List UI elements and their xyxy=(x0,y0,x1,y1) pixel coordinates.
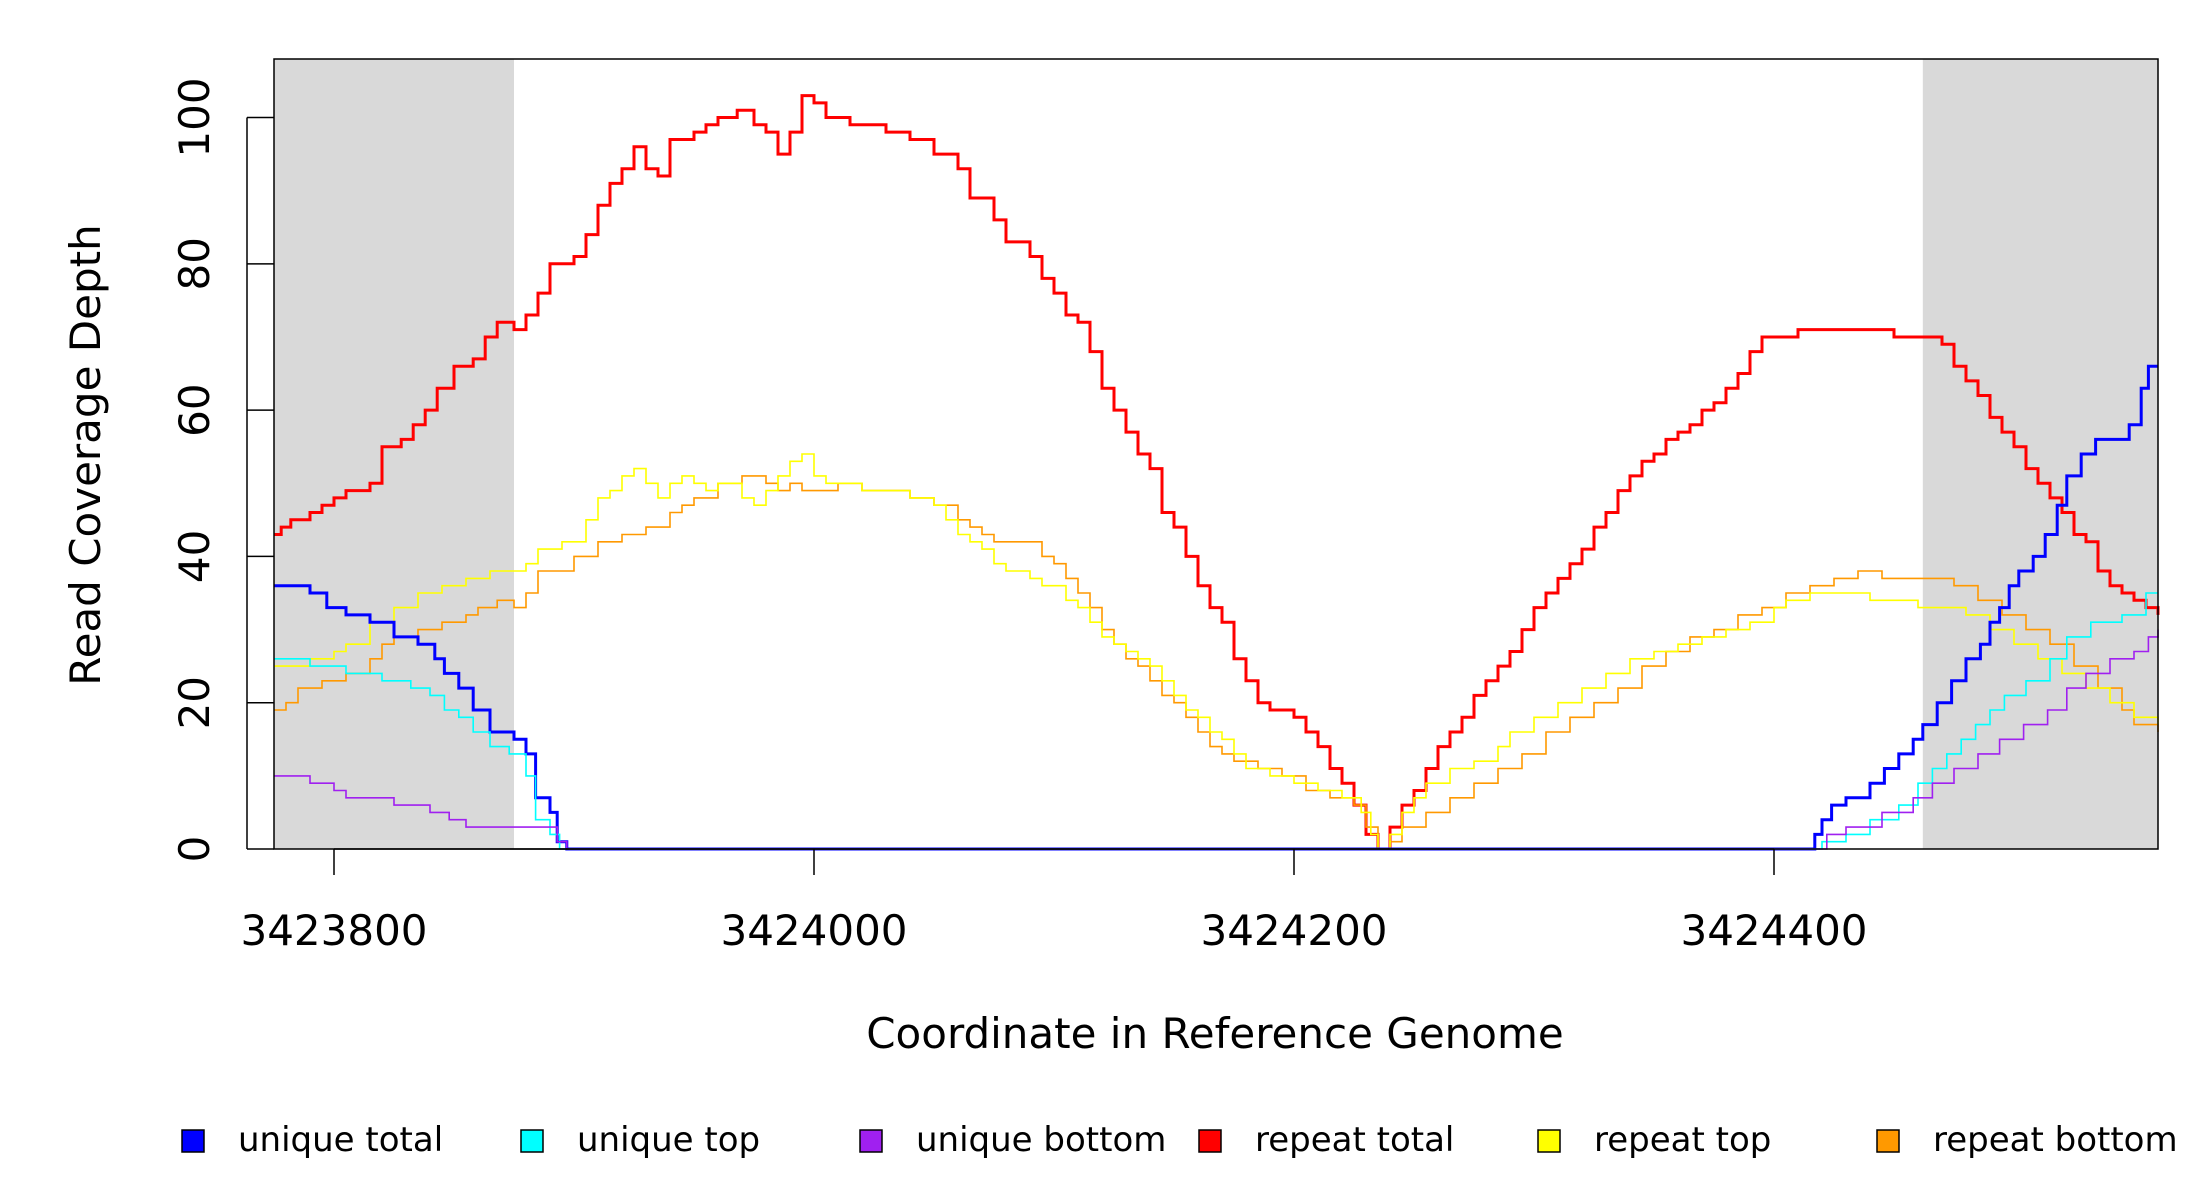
x-tick-label: 3424000 xyxy=(720,906,907,955)
x-axis-label: Coordinate in Reference Genome xyxy=(866,1009,1564,1058)
legend-label: unique top xyxy=(577,1120,760,1160)
legend-item-unique-total: unique total xyxy=(181,1120,443,1160)
x-tick-label: 3424200 xyxy=(1200,906,1387,955)
y-tick-label: 40 xyxy=(170,530,219,583)
series-line-unique-bottom xyxy=(274,629,2159,850)
shaded-region-2 xyxy=(1922,59,2158,849)
series-line-repeat-bottom xyxy=(274,475,2159,850)
legend-swatch xyxy=(1876,1129,1900,1153)
y-tick-label: 100 xyxy=(170,77,219,157)
legend-item-repeat-bottom: repeat bottom xyxy=(1876,1120,2178,1160)
y-axis: 0 20 40 60 80 100 xyxy=(170,77,274,862)
legend: unique total unique top unique bottom repea… xyxy=(181,1120,2178,1160)
legend-label: unique total xyxy=(238,1120,443,1160)
legend-item-unique-bottom: unique bottom xyxy=(859,1120,1166,1160)
legend-swatch xyxy=(181,1129,205,1153)
series-line-unique-top xyxy=(274,592,2158,850)
y-tick-label: 20 xyxy=(170,676,219,729)
legend-label: repeat top xyxy=(1594,1120,1771,1160)
legend-swatch xyxy=(520,1129,544,1153)
legend-label: unique bottom xyxy=(916,1120,1166,1160)
legend-swatch xyxy=(1537,1129,1561,1153)
x-tick-label: 3423800 xyxy=(240,906,427,955)
x-tick-label: 3424400 xyxy=(1680,906,1867,955)
series-layer xyxy=(274,94,2160,851)
series-line-unique-total xyxy=(274,364,2158,851)
series-line-repeat-total xyxy=(274,94,2160,851)
y-tick-label: 80 xyxy=(170,237,219,290)
legend-item-unique-top: unique top xyxy=(520,1120,760,1160)
plot-frame xyxy=(273,58,2159,850)
y-tick-label: 0 xyxy=(170,836,219,863)
legend-swatch xyxy=(859,1129,883,1153)
shaded-region-1 xyxy=(274,59,514,849)
legend-swatch xyxy=(1198,1129,1222,1153)
y-tick-label: 60 xyxy=(170,383,219,436)
legend-label: repeat total xyxy=(1255,1120,1454,1160)
legend-label: repeat bottom xyxy=(1933,1120,2178,1160)
x-axis: 3423800 3424000 3424200 3424400 xyxy=(240,848,1868,955)
shaded-regions xyxy=(274,59,2158,849)
legend-item-repeat-top: repeat top xyxy=(1537,1120,1771,1160)
legend-item-repeat-total: repeat total xyxy=(1198,1120,1454,1160)
series-line-repeat-top xyxy=(274,453,2159,850)
y-axis-label: Read Coverage Depth xyxy=(61,224,110,685)
